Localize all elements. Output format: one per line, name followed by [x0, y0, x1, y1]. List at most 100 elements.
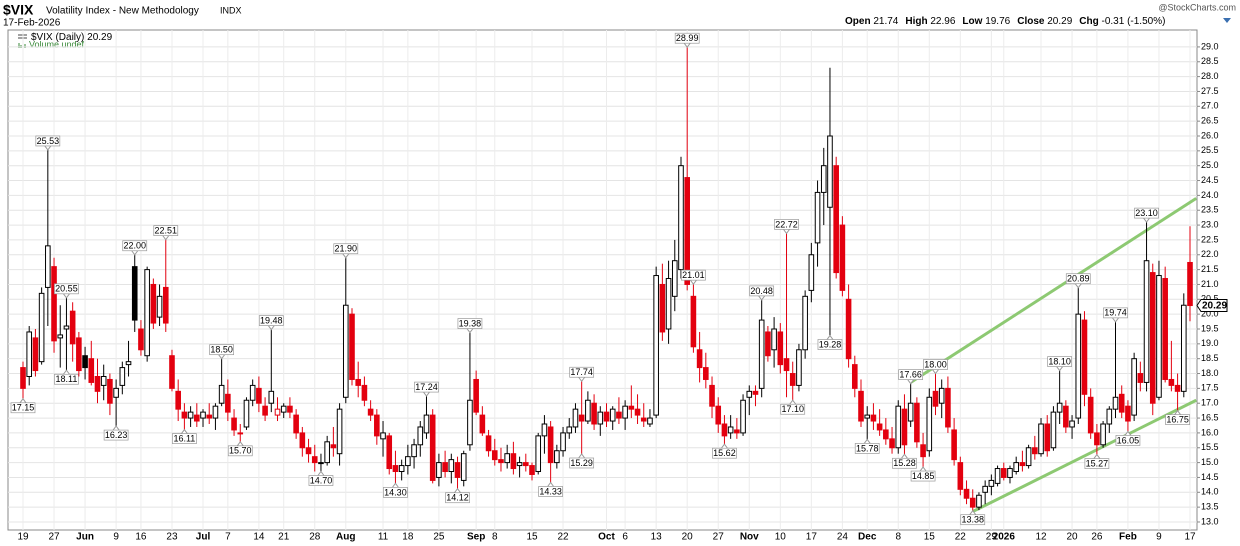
value-label: 14.33	[539, 486, 562, 496]
candle-body	[1131, 358, 1137, 416]
candle-body	[349, 313, 355, 380]
candle-body	[225, 393, 231, 413]
candle-body	[1143, 260, 1150, 383]
candle-body	[156, 295, 163, 318]
x-tick-label: 20	[682, 532, 694, 543]
x-tick-label: Jul	[196, 532, 211, 543]
label-pointer	[44, 145, 52, 151]
candle-body	[336, 408, 343, 455]
y-tick-label: 24.5	[1201, 175, 1219, 185]
candle-body	[653, 275, 659, 416]
candle-body	[1112, 396, 1119, 410]
candle-body	[187, 411, 194, 419]
label-pointer	[317, 470, 325, 476]
x-tick-label: Feb	[1119, 532, 1137, 543]
y-tick-label: 28.0	[1201, 71, 1219, 81]
candle-body	[206, 414, 213, 419]
candle-body	[572, 408, 579, 428]
x-tick-label: 27	[713, 532, 725, 543]
x-tick-label: 26	[1091, 532, 1103, 543]
x-tick-label: 2026	[993, 532, 1016, 543]
label-box	[892, 457, 917, 469]
candle-body	[796, 349, 802, 386]
candle-body	[262, 405, 268, 416]
value-label: 14.12	[446, 493, 469, 503]
x-tick-label: 25	[433, 532, 445, 543]
candle-body	[280, 405, 287, 413]
x-tick-label: 18	[402, 532, 414, 543]
candle-body	[1187, 261, 1193, 307]
value-label: 15.70	[229, 446, 252, 456]
candle-body	[144, 269, 150, 357]
label-pointer	[578, 376, 586, 383]
quote-item: Close 20.29	[1017, 16, 1072, 27]
label-box	[774, 219, 799, 230]
value-label: 16.05	[1117, 435, 1140, 445]
candle-body	[169, 355, 175, 389]
value-label: 14.70	[310, 475, 333, 485]
candle-body	[57, 334, 64, 339]
candle-body	[442, 462, 448, 473]
candle-body	[175, 390, 181, 410]
value-label: 25.53	[37, 136, 60, 146]
label-pointer	[131, 250, 139, 256]
candle-body	[616, 411, 622, 419]
candle-body	[876, 423, 883, 431]
value-label: 23.10	[1135, 208, 1158, 218]
label-pointer	[547, 481, 555, 487]
candle-body	[107, 378, 113, 404]
y-tick-label: 20.0	[1201, 309, 1219, 319]
candle-body	[194, 414, 200, 422]
candle-body	[374, 414, 380, 437]
candle-body	[330, 444, 337, 449]
candle-body	[901, 408, 908, 446]
candle-body	[889, 438, 895, 449]
y-tick-label: 19.5	[1201, 323, 1219, 333]
label-box	[817, 339, 843, 350]
x-tick-label: 24	[837, 532, 849, 543]
candle-body	[113, 387, 119, 398]
x-tick-label: 6	[622, 532, 628, 543]
label-box	[1134, 207, 1159, 219]
label-pointer	[789, 399, 797, 405]
candle-body	[218, 384, 225, 404]
candle-body	[1081, 319, 1088, 395]
label-pointer	[1074, 283, 1082, 289]
label-pointer	[826, 334, 834, 340]
candle-body	[603, 411, 610, 422]
candle-body	[696, 349, 703, 369]
y-tick-label: 14.0	[1201, 487, 1219, 497]
candle-body	[467, 399, 473, 446]
value-label: 22.51	[155, 225, 178, 235]
candle-body	[777, 331, 784, 366]
candle-body	[709, 384, 715, 407]
candle-body	[82, 355, 88, 369]
label-box	[414, 381, 439, 393]
candle-body	[386, 435, 393, 470]
candle-body	[1168, 378, 1175, 386]
y-tick-label: 19.0	[1201, 338, 1219, 348]
value-label: 22.00	[123, 241, 146, 251]
x-tick-label: 12	[1035, 532, 1047, 543]
candle-body	[45, 245, 51, 288]
quote-item: Low 19.76	[962, 16, 1010, 27]
dropdown-icon[interactable]	[1223, 18, 1231, 23]
plot-frame	[7, 29, 1198, 531]
candle-body	[740, 399, 746, 434]
label-box	[780, 403, 806, 415]
y-tick-label: 17.0	[1201, 398, 1219, 408]
candle-body	[491, 450, 498, 461]
candle-body	[293, 414, 299, 434]
x-tick-label: 22	[955, 532, 967, 543]
label-pointer	[721, 443, 728, 449]
value-label: 20.89	[1067, 274, 1090, 284]
candle-body	[1000, 468, 1007, 478]
candle-body	[1180, 304, 1187, 392]
candle-body	[454, 462, 461, 478]
y-tick-label: 16.0	[1201, 427, 1219, 437]
x-tick-label: 16	[135, 532, 147, 543]
candle-body	[299, 432, 306, 449]
candle-body	[361, 384, 368, 401]
label-pointer	[907, 379, 915, 385]
